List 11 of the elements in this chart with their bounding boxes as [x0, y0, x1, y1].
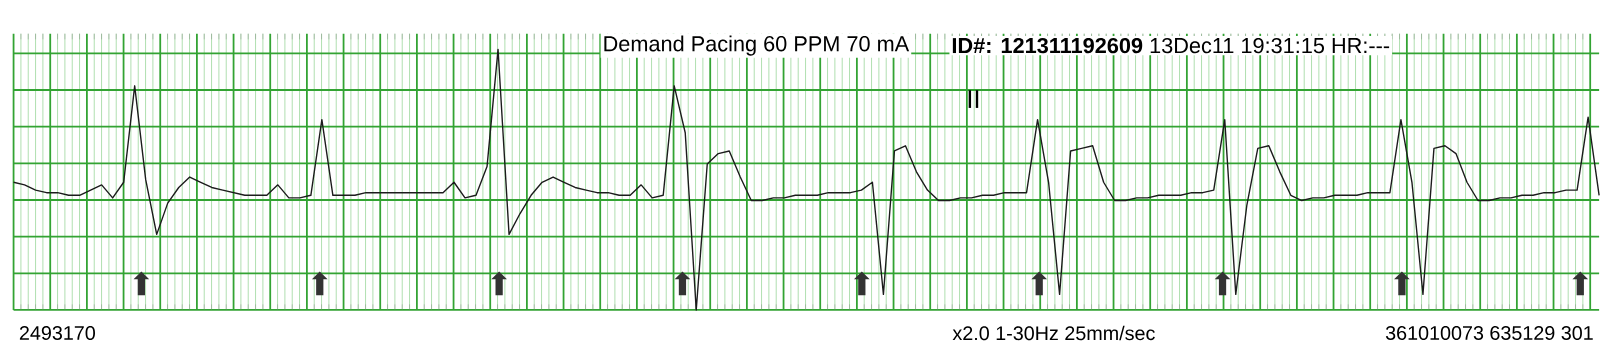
annotation: II — [968, 90, 979, 108]
text: 2493170 — [19, 325, 96, 340]
annotation: ⬆ — [311, 271, 328, 296]
text: x2.0 1-30Hz 25mm/sec — [952, 325, 1155, 341]
text: 361010073 635129 301 — [1385, 325, 1593, 340]
annotation: ⬆ — [1572, 271, 1589, 296]
chart-subtitle: ID#: 121311192609 13Dec11 19:31:15 HR:--- — [952, 37, 1390, 54]
chart-title: Demand Pacing 60 PPM 70 mA — [604, 35, 910, 56]
annotation: ⬆ — [133, 271, 150, 296]
annotation: ⬆ — [674, 271, 691, 296]
annotation: ⬆ — [491, 271, 507, 296]
